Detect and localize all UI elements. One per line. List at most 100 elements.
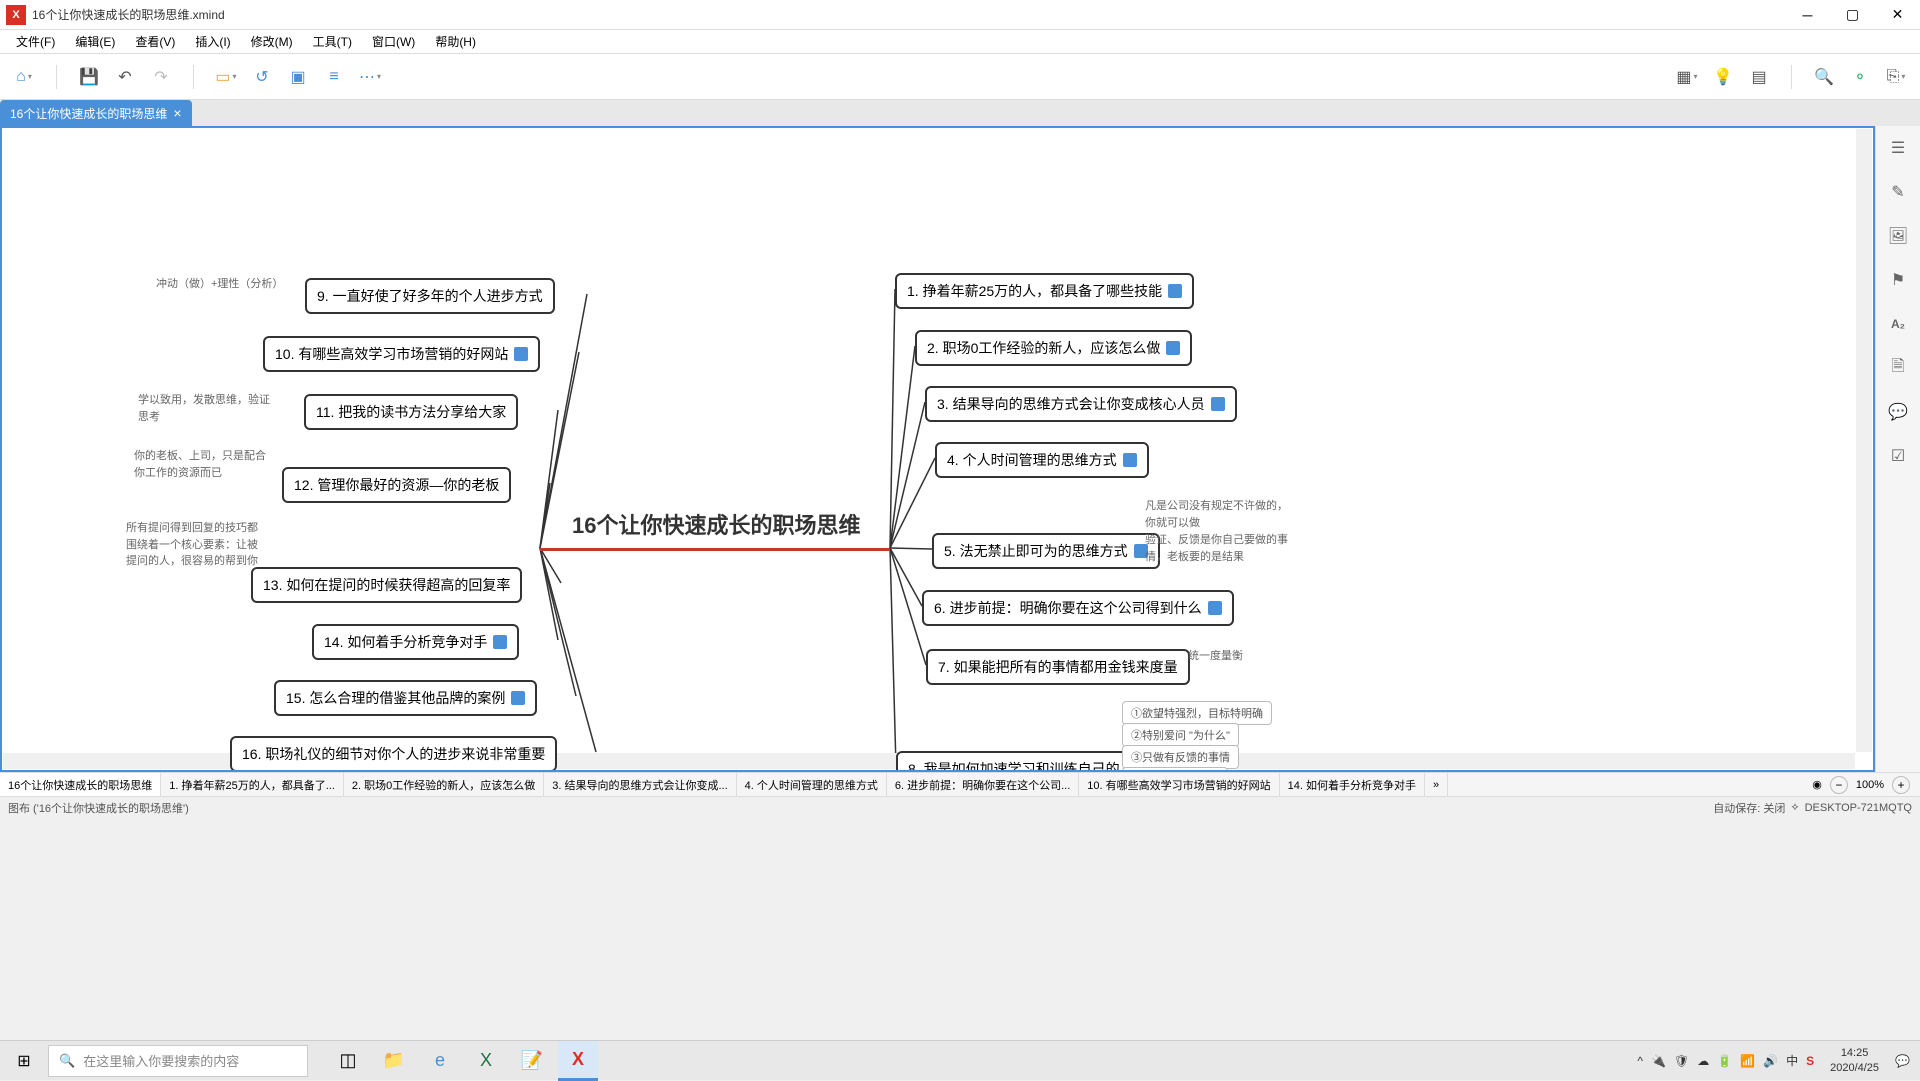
mindmap-node[interactable]: 15. 怎么合理的借鉴其他品牌的案例 — [274, 680, 537, 716]
sheet-tab[interactable]: 10. 有哪些高效学习市场营销的好网站 — [1079, 773, 1279, 796]
tray-battery-icon[interactable]: 🔋 — [1717, 1054, 1732, 1068]
marker-icon[interactable]: ⚑ — [1886, 268, 1910, 292]
notes-icon[interactable]: 🗎 — [1886, 356, 1910, 380]
mindmap-node[interactable]: 1. 挣着年薪25万的人，都具备了哪些技能 — [895, 273, 1194, 309]
zoom-in-button[interactable]: + — [1892, 776, 1910, 794]
mindmap-node[interactable]: 13. 如何在提问的时候获得超高的回复率 — [251, 567, 522, 603]
xmind-taskbar-icon[interactable]: X — [558, 1041, 598, 1081]
outline-icon[interactable]: ☰ — [1886, 136, 1910, 160]
menu-item[interactable]: 工具(T) — [303, 31, 362, 52]
menu-item[interactable]: 窗口(W) — [362, 31, 425, 52]
tray-chevron-icon[interactable]: ^ — [1637, 1054, 1643, 1068]
sheet-tab[interactable]: 3. 结果导向的思维方式会让你变成... — [544, 773, 736, 796]
tray-volume-icon[interactable]: 🔊 — [1763, 1054, 1778, 1068]
format-icon[interactable]: ✎ — [1886, 180, 1910, 204]
taskbar-search[interactable]: 🔍 在这里输入你要搜索的内容 — [48, 1045, 308, 1077]
tray-usb-icon[interactable]: 🔌 — [1651, 1054, 1666, 1068]
explorer-icon[interactable]: 📁 — [374, 1041, 414, 1081]
mindmap-canvas[interactable]: 16个让你快速成长的职场思维 1. 挣着年薪25万的人，都具备了哪些技能 2. 职场… — [0, 126, 1875, 772]
zoom-out-button[interactable]: − — [1830, 776, 1848, 794]
sub-note-box[interactable]: ①欲望特强烈，目标特明确 — [1122, 701, 1272, 725]
window-title: 16个让你快速成长的职场思维.xmind — [32, 6, 1785, 23]
summary-button[interactable]: ≡ — [320, 63, 348, 91]
theme-button[interactable]: ▤ — [1745, 63, 1773, 91]
share-button[interactable]: ⚬ — [1846, 63, 1874, 91]
status-left: 图布 ('16个让你快速成长的职场思维') — [8, 800, 189, 816]
sheet-tab[interactable]: 14. 如何着手分析竞争对手 — [1280, 773, 1425, 796]
tray-ime-icon[interactable]: 中 — [1786, 1052, 1798, 1069]
menu-item[interactable]: 插入(I) — [185, 31, 240, 52]
tray-input-icon[interactable]: S — [1806, 1054, 1814, 1068]
sub-note-box[interactable]: ④不撞南墙终不悔 — [1122, 767, 1228, 772]
mindmap-node[interactable]: 12. 管理你最好的资源—你的老板 — [282, 467, 511, 503]
overview-icon[interactable]: ◉ — [1812, 778, 1822, 791]
sub-note-box[interactable]: ②特别爱问 "为什么" — [1122, 723, 1239, 747]
comments-icon[interactable]: 💬 — [1886, 400, 1910, 424]
minimize-button[interactable]: ─ — [1785, 0, 1830, 30]
save-button[interactable]: 💾 — [75, 63, 103, 91]
sheet-tab[interactable]: 4. 个人时间管理的思维方式 — [737, 773, 887, 796]
tray-shield-icon[interactable]: 🛡 — [1674, 1054, 1689, 1068]
mindmap-node[interactable]: 7. 如果能把所有的事情都用金钱来度量 — [926, 649, 1190, 685]
close-button[interactable]: ✕ — [1875, 0, 1920, 30]
menu-item[interactable]: 查看(V) — [125, 31, 185, 52]
home-button[interactable]: ⌂▾ — [10, 63, 38, 91]
sheet-tab[interactable]: 6. 进步前提：明确你要在这个公司... — [887, 773, 1079, 796]
app-icon: X — [6, 5, 26, 25]
node-label: 9. 一直好使了好多年的个人进步方式 — [317, 286, 543, 306]
mindmap-node[interactable]: 11. 把我的读书方法分享给大家 — [304, 394, 518, 430]
export-button[interactable]: ⎘▾ — [1882, 63, 1910, 91]
menu-item[interactable]: 文件(F) — [6, 31, 65, 52]
menu-item[interactable]: 帮助(H) — [425, 31, 486, 52]
mindmap-node[interactable]: 3. 结果导向的思维方式会让你变成核心人员 — [925, 386, 1237, 422]
excel-icon[interactable]: X — [466, 1041, 506, 1081]
start-button[interactable]: ⊞ — [0, 1041, 48, 1080]
mindmap-node[interactable]: 8. 我是如何加速学习和训练自己的 — [896, 751, 1132, 772]
idea-button[interactable]: 💡 — [1709, 63, 1737, 91]
redo-button[interactable]: ↷ — [147, 63, 175, 91]
sheet-tab[interactable]: 2. 职场0工作经验的新人，应该怎么做 — [344, 773, 544, 796]
undo-button[interactable]: ↶ — [111, 63, 139, 91]
tab-label: 16个让你快速成长的职场思维 — [10, 105, 167, 122]
sheet-tab-more[interactable]: » — [1425, 773, 1448, 796]
notepad-icon[interactable]: 📝 — [512, 1041, 552, 1081]
node-annotation: 你的老板、上司，只是配合你工作的资源而已 — [134, 448, 274, 481]
tray-onedrive-icon[interactable]: ☁ — [1697, 1054, 1709, 1068]
sheet-tab[interactable]: 1. 挣着年薪25万的人，都具备了... — [161, 773, 344, 796]
search-button[interactable]: 🔍 — [1810, 63, 1838, 91]
boundary-button[interactable]: ▣ — [284, 63, 312, 91]
image-icon[interactable]: 🖼 — [1886, 224, 1910, 248]
mindmap-node[interactable]: 14. 如何着手分析竞争对手 — [312, 624, 519, 660]
menu-item[interactable]: 修改(M) — [241, 31, 303, 52]
vertical-scrollbar[interactable] — [1856, 129, 1872, 752]
mindmap-node[interactable]: 5. 法无禁止即可为的思维方式 — [932, 533, 1160, 569]
mindmap-node[interactable]: 16. 职场礼仪的细节对你个人的进步来说非常重要 — [230, 736, 557, 772]
task-icon[interactable]: ☑ — [1886, 444, 1910, 468]
maximize-button[interactable]: ▢ — [1830, 0, 1875, 30]
tray-wifi-icon[interactable]: 📶 — [1740, 1054, 1755, 1068]
mindmap-node[interactable]: 6. 进步前提：明确你要在这个公司得到什么 — [922, 590, 1234, 626]
sub-note-box[interactable]: ③只做有反馈的事情 — [1122, 745, 1239, 769]
node-label: 10. 有哪些高效学习市场营销的好网站 — [275, 344, 508, 364]
mindmap-node[interactable]: 9. 一直好使了好多年的个人进步方式 — [305, 278, 555, 314]
taskbar-clock[interactable]: 14:25 2020/4/25 — [1822, 1046, 1887, 1075]
browser-icon[interactable]: e — [420, 1041, 460, 1081]
card-button[interactable]: ▭▾ — [212, 63, 240, 91]
mindmap-node[interactable]: 4. 个人时间管理的思维方式 — [935, 442, 1149, 478]
present-button[interactable]: ▦▾ — [1673, 63, 1701, 91]
root-node[interactable]: 16个让你快速成长的职场思维 — [572, 508, 860, 540]
mindmap-node[interactable]: 10. 有哪些高效学习市场营销的好网站 — [263, 336, 540, 372]
text-icon[interactable]: A₂ — [1886, 312, 1910, 336]
cortana-icon[interactable]: ◫ — [328, 1041, 368, 1081]
close-tab-icon[interactable]: × — [173, 105, 181, 121]
tray-notifications-icon[interactable]: 💬 — [1895, 1054, 1910, 1068]
node-label: 2. 职场0工作经验的新人，应该怎么做 — [927, 338, 1160, 358]
more-button[interactable]: ⋯▾ — [356, 63, 384, 91]
menu-item[interactable]: 编辑(E) — [65, 31, 125, 52]
relationship-button[interactable]: ↺ — [248, 63, 276, 91]
sheet-tab[interactable]: 16个让你快速成长的职场思维 — [0, 773, 161, 796]
mindmap-node[interactable]: 2. 职场0工作经验的新人，应该怎么做 — [915, 330, 1192, 366]
note-badge-icon — [1208, 601, 1222, 615]
node-label: 14. 如何着手分析竞争对手 — [324, 632, 487, 652]
document-tab[interactable]: 16个让你快速成长的职场思维 × — [0, 100, 192, 126]
